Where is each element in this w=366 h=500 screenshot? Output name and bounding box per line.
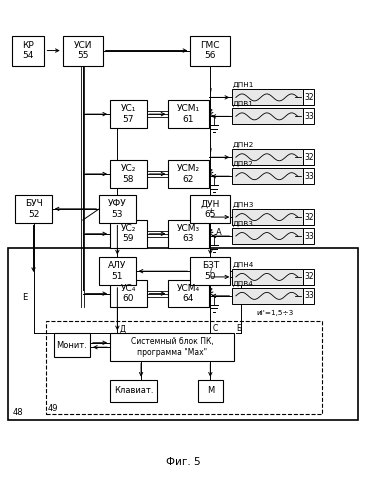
Bar — [168, 100, 209, 128]
Bar — [110, 280, 146, 307]
Text: 33: 33 — [304, 172, 314, 180]
Text: АЛУ
51: АЛУ 51 — [108, 262, 127, 281]
Text: УСМ₃
63: УСМ₃ 63 — [177, 224, 200, 244]
Text: i': i' — [210, 168, 213, 174]
Text: i': i' — [210, 109, 213, 115]
Bar — [303, 90, 314, 106]
Bar — [8, 248, 358, 420]
Text: КР
54: КР 54 — [22, 41, 34, 60]
Bar — [232, 90, 303, 106]
Bar — [12, 36, 44, 66]
Bar — [99, 195, 135, 222]
Bar — [110, 220, 146, 248]
Text: 33: 33 — [304, 232, 314, 240]
Bar — [303, 228, 314, 244]
Bar — [303, 168, 314, 184]
Text: иi'=1,5÷3: иi'=1,5÷3 — [256, 310, 293, 316]
Bar — [190, 195, 231, 222]
Text: Д: Д — [119, 324, 125, 334]
Text: 32: 32 — [304, 93, 314, 102]
Text: УФУ
53: УФУ 53 — [108, 199, 127, 218]
Bar — [110, 380, 157, 402]
Text: БЗТ
50: БЗТ 50 — [202, 262, 219, 281]
Text: ДПН3: ДПН3 — [232, 202, 254, 208]
Text: ДПН2: ДПН2 — [232, 142, 254, 148]
Text: 33: 33 — [304, 292, 314, 300]
Text: ДПВ2: ДПВ2 — [232, 161, 253, 167]
Bar — [46, 322, 322, 414]
Bar — [168, 280, 209, 307]
Text: ДПН1: ДПН1 — [232, 82, 254, 88]
Text: i: i — [210, 208, 212, 214]
Bar — [110, 100, 146, 128]
Text: УС₁
57: УС₁ 57 — [121, 104, 136, 124]
Text: i: i — [210, 268, 212, 274]
Text: Клавиат.: Клавиат. — [114, 386, 153, 396]
Text: А: А — [216, 228, 221, 237]
Text: i': i' — [210, 228, 213, 234]
Bar — [168, 160, 209, 188]
Text: Системный блок ПК,
программа "Мах": Системный блок ПК, программа "Мах" — [131, 338, 213, 356]
Bar — [232, 108, 303, 124]
Text: УС₂
58: УС₂ 58 — [121, 164, 136, 184]
Bar — [15, 195, 52, 222]
Text: УСМ₄
64: УСМ₄ 64 — [177, 284, 200, 304]
Bar — [99, 258, 135, 285]
Text: ГМС
56: ГМС 56 — [201, 41, 220, 60]
Text: УСИ
55: УСИ 55 — [74, 41, 92, 60]
Bar — [110, 160, 146, 188]
Text: М: М — [207, 386, 214, 396]
Text: 49: 49 — [48, 404, 59, 413]
Bar — [303, 108, 314, 124]
Text: БУЧ
52: БУЧ 52 — [25, 199, 42, 218]
Text: 33: 33 — [304, 112, 314, 121]
Bar — [53, 334, 90, 357]
Text: 48: 48 — [12, 408, 23, 416]
Bar — [232, 269, 303, 285]
Bar — [198, 380, 223, 402]
Text: Е: Е — [23, 293, 28, 302]
Bar — [110, 334, 234, 360]
Bar — [303, 288, 314, 304]
Bar — [303, 150, 314, 165]
Text: ДУН
65: ДУН 65 — [201, 199, 220, 218]
Bar — [232, 168, 303, 184]
Text: 32: 32 — [304, 272, 314, 281]
Bar — [232, 288, 303, 304]
Text: УС₂
59: УС₂ 59 — [121, 224, 136, 244]
Text: Фиг. 5: Фиг. 5 — [166, 457, 200, 467]
Text: УСМ₁
61: УСМ₁ 61 — [177, 104, 200, 124]
Bar — [168, 220, 209, 248]
Text: i: i — [210, 88, 212, 94]
Bar — [63, 36, 103, 66]
Text: i': i' — [210, 288, 213, 294]
Text: 32: 32 — [304, 153, 314, 162]
Text: ДПВ1: ДПВ1 — [232, 102, 253, 107]
Text: 32: 32 — [304, 212, 314, 222]
Bar — [232, 228, 303, 244]
Text: i: i — [210, 148, 212, 154]
Text: Б: Б — [236, 324, 241, 334]
Bar — [232, 209, 303, 225]
Bar — [303, 269, 314, 285]
Text: Монит.: Монит. — [56, 340, 87, 349]
Bar — [232, 150, 303, 165]
Text: С: С — [212, 324, 217, 334]
Bar — [303, 209, 314, 225]
Text: ДПВ3: ДПВ3 — [232, 221, 253, 227]
Text: УС₄
60: УС₄ 60 — [121, 284, 136, 304]
Text: ДПВ4: ДПВ4 — [232, 281, 253, 287]
Bar — [190, 258, 231, 285]
Text: ДПН4: ДПН4 — [232, 262, 254, 268]
Text: УСМ₂
62: УСМ₂ 62 — [177, 164, 200, 184]
Bar — [190, 36, 231, 66]
